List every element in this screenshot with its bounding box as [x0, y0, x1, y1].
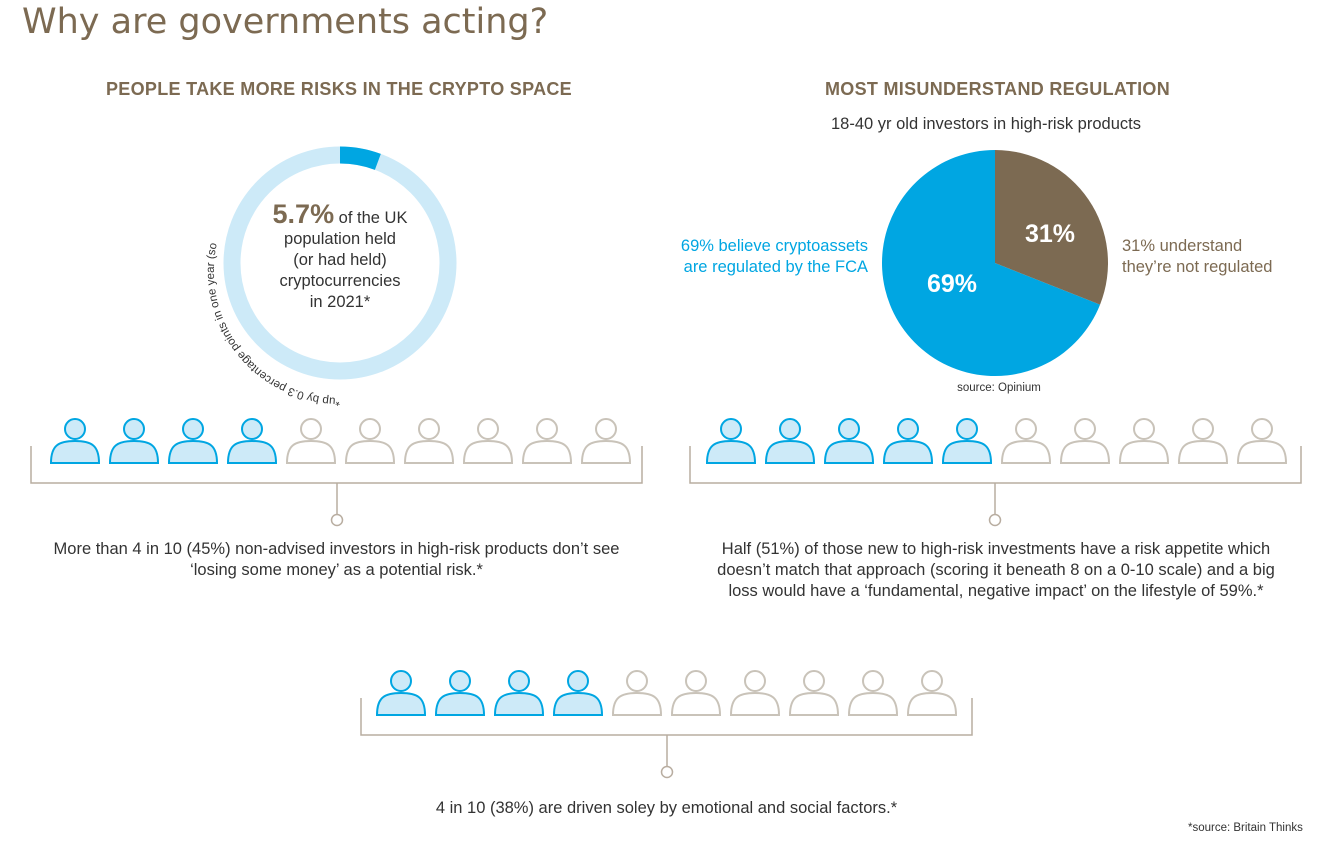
- bracket-left: [30, 446, 643, 527]
- left-section-heading: PEOPLE TAKE MORE RISKS IN THE CRYPTO SPA…: [106, 79, 572, 99]
- page-title: Why are governments acting?: [22, 2, 549, 42]
- pie-value-label-69: 69%: [927, 270, 977, 298]
- caption-right: Half (51%) of those new to high-risk inv…: [717, 540, 1275, 600]
- caption-bottom: 4 in 10 (38%) are driven soley by emotio…: [435, 799, 898, 817]
- pie-slice-believe-regulated: [881, 150, 1101, 377]
- person-icon-outline: [612, 670, 662, 716]
- right-section-heading: MOST MISUNDERSTAND REGULATION: [825, 79, 1171, 99]
- donut-text-3: (or had held): [293, 251, 387, 269]
- person-icon-outline: [463, 418, 513, 464]
- person-icon-filled: [553, 670, 603, 716]
- person-icon-outline: [1237, 418, 1287, 464]
- person-icon-filled: [109, 418, 159, 464]
- bracket-right: [689, 446, 1302, 527]
- person-icon-outline: [671, 670, 721, 716]
- person-icon-filled: [376, 670, 426, 716]
- person-icon-filled: [883, 418, 933, 464]
- person-icon-filled: [227, 418, 277, 464]
- donut-value: 5.7%: [272, 199, 335, 229]
- pie-slice-understand-not-regulated: [995, 150, 1108, 305]
- person-icon-outline: [404, 418, 454, 464]
- person-icon-outline: [907, 670, 957, 716]
- footer-source: *source: Britain Thinks: [1188, 822, 1303, 834]
- person-icon-filled: [50, 418, 100, 464]
- person-icon-filled: [765, 418, 815, 464]
- pie-source: source: Opinium: [957, 382, 1041, 394]
- person-icon-filled: [706, 418, 756, 464]
- people-row-right: [706, 418, 1287, 464]
- person-icon-outline: [789, 670, 839, 716]
- pie-value-label-31: 31%: [1025, 220, 1075, 248]
- donut-chart: [223, 146, 457, 380]
- donut-text-4: cryptocurrencies: [279, 272, 401, 290]
- person-icon-outline: [1178, 418, 1228, 464]
- people-row-bottom: [376, 670, 957, 716]
- person-icon-outline: [848, 670, 898, 716]
- caption-left: More than 4 in 10 (45%) non-advised inve…: [53, 540, 620, 579]
- person-icon-filled: [824, 418, 874, 464]
- person-icon-outline: [581, 418, 631, 464]
- donut-text-1: of the UK: [334, 209, 408, 227]
- person-icon-half: [286, 418, 336, 464]
- pie-chart: [881, 150, 1108, 377]
- person-icon-outline: [1001, 418, 1051, 464]
- person-icon-filled: [494, 670, 544, 716]
- person-icon-outline: [345, 418, 395, 464]
- person-icon-filled: [168, 418, 218, 464]
- donut-text-5: in 2021*: [309, 293, 371, 311]
- person-icon-outline: [522, 418, 572, 464]
- person-icon-outline: [1119, 418, 1169, 464]
- pie-subtitle: 18-40 yr old investors in high-risk prod…: [831, 115, 1141, 133]
- donut-center-text: 5.7% of the UK population held (or had h…: [248, 201, 432, 313]
- people-row-left: [50, 418, 631, 464]
- person-icon-filled: [435, 670, 485, 716]
- donut-text-2: population held: [284, 230, 396, 248]
- person-icon-filled: [942, 418, 992, 464]
- person-icon-outline: [1060, 418, 1110, 464]
- person-icon-outline: [730, 670, 780, 716]
- pie-label-understand-not-regulated: 31% understand they’re not regulated: [1122, 237, 1273, 276]
- donut-highlight-segment: [339, 146, 381, 170]
- pie-label-believe-regulated: 69% believe cryptoassets are regulated b…: [680, 237, 868, 276]
- bracket-bottom: [360, 698, 973, 779]
